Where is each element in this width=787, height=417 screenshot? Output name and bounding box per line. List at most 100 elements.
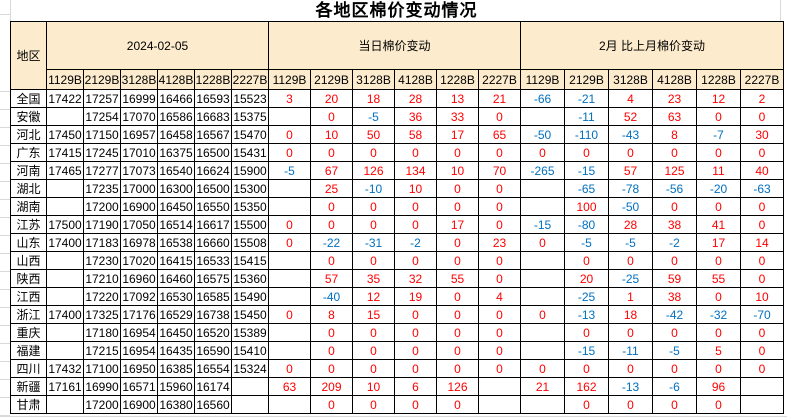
daily-change-cell[interactable]: 0 — [478, 215, 521, 234]
monthly-change-cell[interactable] — [520, 197, 565, 216]
price-cell[interactable]: 17230 — [83, 251, 121, 270]
monthly-change-cell[interactable]: 0 — [740, 323, 784, 342]
price-cell[interactable]: 15500 — [231, 215, 269, 234]
daily-change-cell[interactable]: 0 — [352, 215, 395, 234]
monthly-change-cell[interactable]: -42 — [652, 305, 697, 324]
daily-change-cell[interactable]: 126 — [352, 161, 395, 180]
price-cell[interactable]: 17210 — [83, 269, 121, 288]
monthly-change-cell[interactable]: 0 — [520, 233, 565, 252]
price-cell[interactable]: 16466 — [157, 89, 195, 108]
daily-change-cell[interactable]: 134 — [394, 161, 437, 180]
daily-change-cell[interactable]: 0 — [436, 359, 479, 378]
daily-change-cell[interactable]: 0 — [436, 251, 479, 270]
monthly-change-cell[interactable]: 0 — [696, 197, 741, 216]
price-cell[interactable]: 17161 — [46, 377, 84, 396]
price-cell[interactable]: 15470 — [231, 125, 269, 144]
price-cell[interactable]: 16500 — [194, 179, 232, 198]
monthly-change-cell[interactable]: -66 — [520, 89, 565, 108]
daily-change-cell[interactable] — [478, 395, 521, 414]
daily-change-cell[interactable]: 18 — [352, 89, 395, 108]
region-cell[interactable]: 山东 — [10, 233, 47, 252]
monthly-change-cell[interactable]: 0 — [564, 323, 609, 342]
price-cell[interactable] — [46, 179, 84, 198]
price-cell[interactable]: 15415 — [231, 251, 269, 270]
monthly-change-cell[interactable] — [520, 251, 565, 270]
price-cell[interactable]: 17000 — [120, 179, 158, 198]
grade-subheader[interactable]: 1228B — [696, 69, 741, 90]
monthly-change-cell[interactable]: -56 — [652, 179, 697, 198]
daily-change-cell[interactable]: 0 — [352, 197, 395, 216]
region-cell[interactable]: 河南 — [10, 161, 47, 180]
price-cell[interactable]: 16435 — [157, 341, 195, 360]
daily-change-cell[interactable]: 19 — [394, 287, 437, 306]
daily-change-cell[interactable]: 0 — [478, 197, 521, 216]
price-cell[interactable]: 15523 — [231, 89, 269, 108]
price-cell[interactable]: 17277 — [83, 161, 121, 180]
daily-change-cell[interactable]: 63 — [268, 377, 311, 396]
monthly-change-cell[interactable] — [520, 269, 565, 288]
daily-change-cell[interactable]: 0 — [310, 395, 353, 414]
monthly-change-cell[interactable] — [520, 179, 565, 198]
price-cell[interactable]: 16683 — [194, 107, 232, 126]
daily-change-cell[interactable]: 0 — [310, 197, 353, 216]
daily-change-cell[interactable]: 15 — [352, 305, 395, 324]
price-cell[interactable]: 16529 — [157, 305, 195, 324]
daily-change-cell[interactable]: 0 — [352, 251, 395, 270]
price-cell[interactable]: 15508 — [231, 233, 269, 252]
price-cell[interactable] — [46, 395, 84, 414]
monthly-change-cell[interactable]: 125 — [652, 161, 697, 180]
daily-change-cell[interactable]: 33 — [436, 107, 479, 126]
daily-change-cell[interactable]: 0 — [478, 323, 521, 342]
group-header-date[interactable]: 2024-02-05 — [46, 21, 269, 70]
monthly-change-cell[interactable]: 2 — [740, 89, 784, 108]
daily-change-cell[interactable]: 0 — [310, 341, 353, 360]
daily-change-cell[interactable]: 0 — [394, 305, 437, 324]
price-cell[interactable]: 16954 — [120, 341, 158, 360]
grade-subheader[interactable]: 2227B — [740, 69, 784, 90]
region-cell[interactable]: 江苏 — [10, 215, 47, 234]
daily-change-cell[interactable]: 4 — [478, 287, 521, 306]
monthly-change-cell[interactable]: 4 — [608, 89, 653, 108]
grade-subheader[interactable]: 3128B — [120, 69, 158, 90]
price-cell[interactable]: 17415 — [46, 143, 84, 162]
monthly-change-cell[interactable]: 0 — [652, 323, 697, 342]
monthly-change-cell[interactable]: -5 — [564, 233, 609, 252]
daily-change-cell[interactable]: 10 — [310, 125, 353, 144]
price-cell[interactable]: 16586 — [157, 107, 195, 126]
monthly-change-cell[interactable]: -13 — [564, 305, 609, 324]
price-cell[interactable]: 16978 — [120, 233, 158, 252]
daily-change-cell[interactable] — [268, 269, 311, 288]
monthly-change-cell[interactable]: -32 — [696, 305, 741, 324]
daily-change-cell[interactable]: 0 — [310, 215, 353, 234]
monthly-change-cell[interactable]: -20 — [696, 179, 741, 198]
daily-change-cell[interactable]: 0 — [394, 215, 437, 234]
daily-change-cell[interactable]: 13 — [436, 89, 479, 108]
daily-change-cell[interactable]: 21 — [478, 89, 521, 108]
price-cell[interactable]: 15350 — [231, 197, 269, 216]
monthly-change-cell[interactable]: -50 — [608, 197, 653, 216]
region-cell[interactable]: 湖北 — [10, 179, 47, 198]
price-cell[interactable]: 16514 — [157, 215, 195, 234]
daily-change-cell[interactable] — [268, 323, 311, 342]
region-cell[interactable]: 山西 — [10, 251, 47, 270]
grade-subheader[interactable]: 4128B — [157, 69, 195, 90]
daily-change-cell[interactable]: -40 — [310, 287, 353, 306]
price-cell[interactable]: 15450 — [231, 305, 269, 324]
daily-change-cell[interactable]: 0 — [436, 233, 479, 252]
daily-change-cell[interactable]: 17 — [436, 215, 479, 234]
monthly-change-cell[interactable]: 38 — [652, 287, 697, 306]
monthly-change-cell[interactable]: 8 — [652, 125, 697, 144]
monthly-change-cell[interactable]: 0 — [652, 251, 697, 270]
daily-change-cell[interactable] — [268, 107, 311, 126]
monthly-change-cell[interactable]: 30 — [740, 125, 784, 144]
daily-change-cell[interactable]: 0 — [268, 305, 311, 324]
monthly-change-cell[interactable]: 23 — [652, 89, 697, 108]
monthly-change-cell[interactable]: -2 — [652, 233, 697, 252]
monthly-change-cell[interactable]: 0 — [608, 359, 653, 378]
monthly-change-cell[interactable]: 0 — [652, 197, 697, 216]
price-cell[interactable]: 16415 — [157, 251, 195, 270]
price-cell[interactable]: 16617 — [194, 215, 232, 234]
price-cell[interactable]: 17183 — [83, 233, 121, 252]
monthly-change-cell[interactable]: 0 — [564, 359, 609, 378]
price-cell[interactable]: 16500 — [194, 143, 232, 162]
